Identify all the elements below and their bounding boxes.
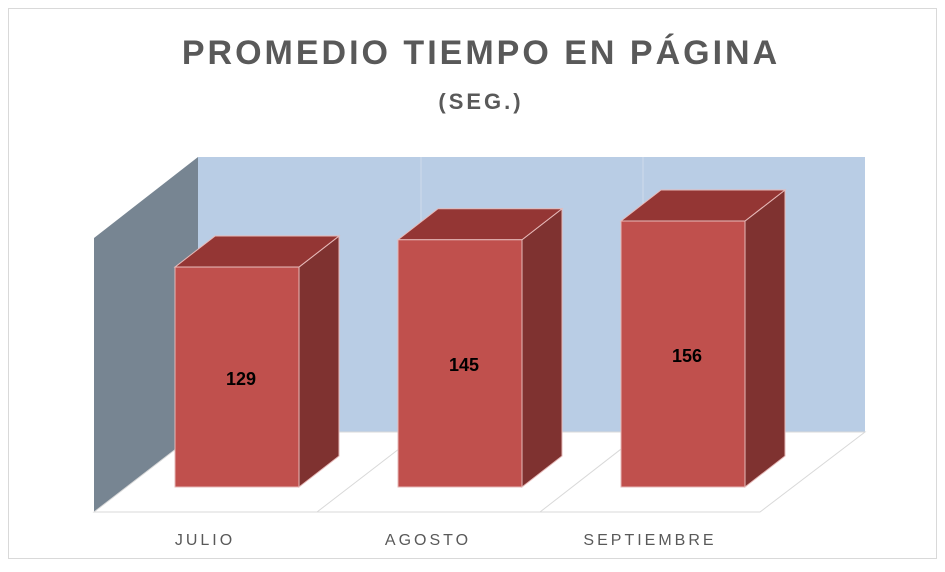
bar-side xyxy=(298,235,340,489)
side-wall xyxy=(94,157,198,512)
data-label: 145 xyxy=(449,355,479,375)
bar-side xyxy=(521,207,563,489)
data-label: 156 xyxy=(672,346,702,366)
bar-side xyxy=(744,188,786,489)
x-tick-label: SEPTIEMBRE xyxy=(583,532,716,549)
chart-subtitle: (SEG.) xyxy=(438,89,523,114)
chart-title: PROMEDIO TIEMPO EN PÁGINA xyxy=(182,34,780,72)
bar xyxy=(397,239,523,488)
data-label: 129 xyxy=(226,369,256,389)
bar xyxy=(174,266,300,488)
bar xyxy=(620,220,746,488)
x-tick-label: AGOSTO xyxy=(385,532,471,549)
x-tick-label: JULIO xyxy=(175,532,235,549)
